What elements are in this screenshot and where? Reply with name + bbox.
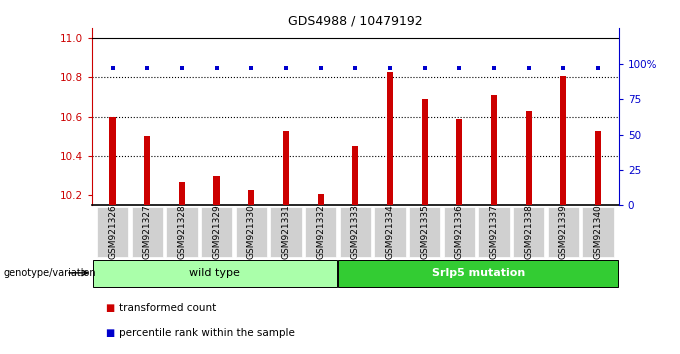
Text: ■: ■ [105, 328, 115, 338]
FancyBboxPatch shape [340, 207, 371, 257]
Bar [387, 72, 393, 205]
FancyBboxPatch shape [167, 207, 198, 257]
Text: wild type: wild type [189, 268, 240, 278]
Text: Srlp5 mutation: Srlp5 mutation [432, 268, 525, 278]
FancyBboxPatch shape [236, 207, 267, 257]
Text: GSM921338: GSM921338 [524, 204, 533, 259]
Title: GDS4988 / 10479192: GDS4988 / 10479192 [288, 14, 422, 27]
Text: GSM921340: GSM921340 [594, 205, 602, 259]
Text: transformed count: transformed count [119, 303, 216, 313]
Bar [456, 119, 462, 205]
FancyBboxPatch shape [479, 207, 509, 257]
Bar [179, 182, 185, 205]
Text: GSM921336: GSM921336 [455, 204, 464, 259]
Text: GSM921337: GSM921337 [490, 204, 498, 259]
FancyBboxPatch shape [132, 207, 163, 257]
Text: GSM921333: GSM921333 [351, 204, 360, 259]
Text: ■: ■ [105, 303, 115, 313]
Text: GSM921334: GSM921334 [386, 205, 394, 259]
FancyBboxPatch shape [97, 207, 129, 257]
Text: GSM921329: GSM921329 [212, 205, 221, 259]
Text: percentile rank within the sample: percentile rank within the sample [119, 328, 295, 338]
FancyBboxPatch shape [201, 207, 232, 257]
Bar [109, 117, 116, 205]
FancyBboxPatch shape [513, 207, 544, 257]
Bar [595, 131, 601, 205]
Text: genotype/variation: genotype/variation [3, 268, 96, 278]
Bar [214, 176, 220, 205]
Text: GSM921327: GSM921327 [143, 205, 152, 259]
Bar [560, 75, 566, 205]
Bar [318, 194, 324, 205]
Text: GSM921328: GSM921328 [177, 205, 186, 259]
FancyBboxPatch shape [271, 207, 301, 257]
FancyBboxPatch shape [547, 207, 579, 257]
FancyBboxPatch shape [444, 207, 475, 257]
Bar [283, 131, 289, 205]
Bar [144, 137, 150, 205]
FancyBboxPatch shape [409, 207, 440, 257]
Bar [422, 99, 428, 205]
Text: GSM921339: GSM921339 [559, 204, 568, 259]
Bar [352, 146, 358, 205]
Bar [248, 190, 254, 205]
FancyBboxPatch shape [92, 260, 337, 287]
Bar [526, 111, 532, 205]
FancyBboxPatch shape [305, 207, 336, 257]
FancyBboxPatch shape [375, 207, 405, 257]
Text: GSM921326: GSM921326 [108, 205, 117, 259]
FancyBboxPatch shape [582, 207, 613, 257]
Text: GSM921330: GSM921330 [247, 204, 256, 259]
Text: GSM921331: GSM921331 [282, 204, 290, 259]
Text: GSM921332: GSM921332 [316, 205, 325, 259]
FancyBboxPatch shape [339, 260, 618, 287]
Bar [491, 95, 497, 205]
Text: GSM921335: GSM921335 [420, 204, 429, 259]
